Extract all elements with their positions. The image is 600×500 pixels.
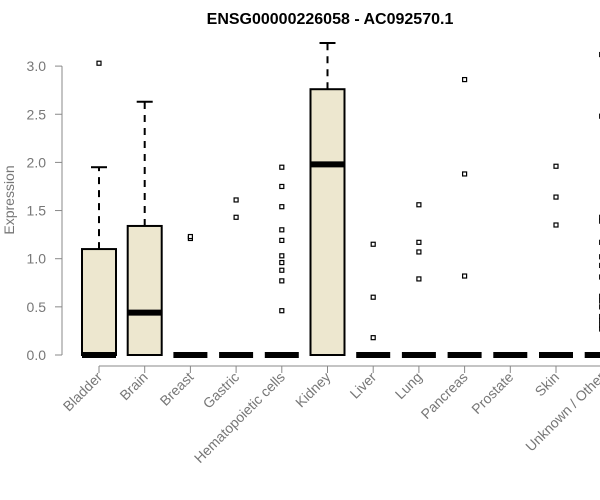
y-tick-label: 0.0 xyxy=(27,347,47,363)
outlier-point xyxy=(462,76,468,83)
outlier-point xyxy=(279,253,285,259)
y-tick-label: 3.0 xyxy=(27,58,47,74)
outlier-point xyxy=(279,267,285,273)
outlier-point xyxy=(370,335,376,341)
x-tick-label: Bladder xyxy=(60,369,106,415)
outlier-point xyxy=(96,60,102,66)
box-rect xyxy=(81,248,117,357)
outlier-point xyxy=(553,163,559,169)
box-pancreas xyxy=(447,76,482,358)
y-tick-label: 1.0 xyxy=(27,251,47,267)
outlier-point xyxy=(279,308,285,314)
box-breast xyxy=(173,233,208,358)
outlier-point xyxy=(279,164,285,170)
box-rect xyxy=(309,88,346,356)
x-tick-label: Lung xyxy=(392,369,425,402)
x-tick-label: Pancreas xyxy=(418,369,471,422)
y-tick-label: 2.5 xyxy=(27,106,47,122)
outlier-point xyxy=(370,241,376,247)
box-gastric xyxy=(219,197,254,358)
outlier-point xyxy=(279,227,285,233)
outlier-point xyxy=(416,239,422,245)
outlier-point xyxy=(553,222,559,228)
outlier-point xyxy=(279,204,285,210)
box-hematopoietic-cells xyxy=(264,164,299,358)
boxes xyxy=(81,41,600,358)
outlier-point xyxy=(416,276,422,282)
y-tick-label: 0.5 xyxy=(27,299,47,315)
outlier-point xyxy=(553,194,559,200)
box-skin xyxy=(539,163,573,358)
outlier-point xyxy=(462,171,468,177)
x-tick-label: Liver xyxy=(347,369,380,402)
x-tick-label: Unknown / Other xyxy=(522,369,600,455)
box-bladder xyxy=(81,60,117,358)
box-liver xyxy=(356,241,391,358)
x-tick-label: Gastric xyxy=(200,369,243,412)
box-rect xyxy=(126,224,163,356)
outlier-point xyxy=(187,233,193,240)
outlier-point xyxy=(279,278,285,284)
x-tick-label: Skin xyxy=(532,369,563,400)
x-tick-label: Kidney xyxy=(292,369,334,411)
box-brain xyxy=(126,100,163,356)
outlier-point xyxy=(233,214,239,220)
box-unknown-other xyxy=(584,51,600,358)
y-tick-label: 1.5 xyxy=(27,203,47,219)
chart-title: ENSG00000226058 - AC092570.1 xyxy=(207,11,454,28)
outlier-point xyxy=(416,249,422,255)
outlier-point xyxy=(279,183,285,190)
y-axis-title: Expression xyxy=(1,165,17,234)
x-tick-label: Prostate xyxy=(468,369,516,417)
x-tick-label: Hematopoietic cells xyxy=(191,369,288,466)
outlier-point xyxy=(370,294,376,300)
box-lung xyxy=(401,202,436,358)
outlier-point xyxy=(233,197,239,203)
y-axis: 0.0 0.5 1.0 1.5 2.0 2.5 3.0 xyxy=(27,58,63,363)
x-tick-label: Brain xyxy=(116,369,150,403)
outlier-point xyxy=(462,273,468,279)
outlier-point xyxy=(416,202,422,208)
box-kidney xyxy=(309,41,346,356)
outlier-point xyxy=(279,259,285,266)
outlier-point xyxy=(279,237,285,244)
x-tick-label: Breast xyxy=(157,369,197,409)
y-tick-label: 2.0 xyxy=(27,154,47,170)
